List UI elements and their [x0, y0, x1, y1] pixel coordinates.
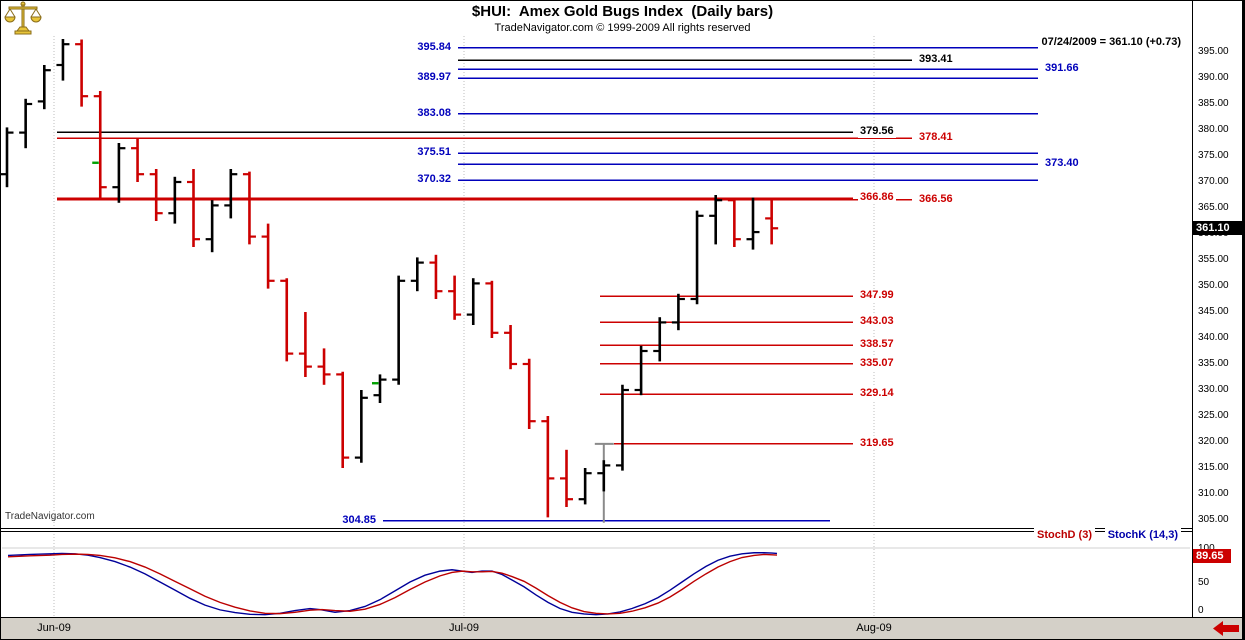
price-axis-label: 370.00	[1198, 176, 1229, 187]
stochd-legend-label: StochD (3)	[1034, 528, 1095, 542]
level-label: 366.56	[917, 192, 955, 206]
quote-readout: 07/24/2009 = 361.10 (+0.73)	[1041, 36, 1181, 48]
level-label: 335.07	[858, 356, 896, 370]
price-axis-label: 380.00	[1198, 124, 1229, 135]
price-axis-label: 335.00	[1198, 358, 1229, 369]
copyright-line: TradeNavigator.com © 1999-2009 All right…	[494, 22, 751, 34]
price-axis-label: 330.00	[1198, 384, 1229, 395]
level-label: 379.56	[858, 125, 896, 139]
level-label: 383.08	[415, 106, 453, 120]
level-label: 375.51	[415, 146, 453, 160]
stoch-axis-label: 50	[1198, 577, 1210, 588]
price-axis-label: 325.00	[1198, 410, 1229, 421]
last-price-badge: 361.10	[1193, 221, 1242, 236]
price-axis-label: 390.00	[1198, 72, 1229, 83]
level-label: 304.85	[340, 513, 378, 527]
level-label: 373.40	[1043, 157, 1081, 171]
level-label: 378.41	[917, 131, 955, 145]
price-axis-label: 385.00	[1198, 98, 1229, 109]
window-edge-right	[1242, 0, 1245, 640]
window-edge-top	[0, 0, 1245, 1]
price-axis[interactable]: 395.00 390.00 385.00 380.00 375.00 370.00 365.…	[1192, 0, 1242, 617]
price-axis-label: 345.00	[1198, 306, 1229, 317]
price-axis-label: 350.00	[1198, 280, 1229, 291]
scroll-left-button[interactable]	[1212, 620, 1240, 637]
level-label: 366.86	[858, 191, 896, 205]
price-axis-label: 315.00	[1198, 462, 1229, 473]
stoch-axis-label: 100	[1198, 543, 1215, 555]
price-axis-label: 310.00	[1198, 488, 1229, 499]
level-label: 338.57	[858, 338, 896, 352]
level-label: 370.32	[415, 173, 453, 187]
month-label: Aug-09	[856, 622, 892, 634]
price-axis-label: 365.00	[1198, 202, 1229, 213]
stochk-legend-label: StochK (14,3)	[1104, 528, 1181, 542]
level-label: 393.41	[917, 53, 955, 67]
level-label: 389.97	[415, 71, 453, 85]
app-logo	[3, 1, 43, 40]
price-axis-label: 355.00	[1198, 254, 1229, 265]
price-axis-label: 305.00	[1198, 514, 1229, 525]
scales-icon	[4, 1, 42, 35]
stochk-line	[7, 552, 778, 616]
watermark: TradeNavigator.com	[5, 511, 95, 522]
price-axis-label: 375.00	[1198, 150, 1229, 161]
level-label: 395.84	[415, 40, 453, 54]
x-axis-bar: Jun-09 Jul-09 Aug-09	[0, 617, 1242, 639]
stochd-line	[7, 553, 778, 615]
level-label: 347.99	[858, 289, 896, 303]
level-label: 343.03	[858, 315, 896, 329]
level-label: 319.65	[858, 436, 896, 450]
month-label: Jun-09	[37, 622, 71, 634]
stoch-axis-label: 0	[1198, 605, 1204, 616]
month-label: Jul-09	[449, 622, 479, 634]
price-axis-label: 340.00	[1198, 332, 1229, 343]
level-label: 391.66	[1043, 62, 1081, 76]
price-axis-label: 320.00	[1198, 436, 1229, 447]
stoch-value-badge: 89.65	[1193, 549, 1231, 564]
window-edge-left	[0, 0, 1, 640]
price-axis-label: 395.00	[1198, 46, 1229, 57]
left-arrow-icon	[1213, 621, 1239, 636]
chart-title: $HUI: Amex Gold Bugs Index (Daily bars)	[471, 3, 774, 20]
level-label: 329.14	[858, 387, 896, 401]
